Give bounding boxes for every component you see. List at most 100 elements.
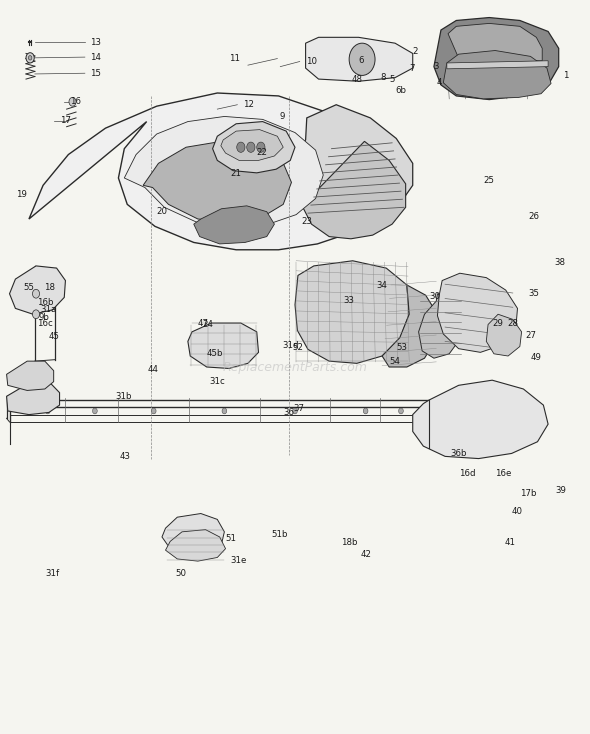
Text: 16e: 16e: [495, 469, 512, 478]
Text: 45b: 45b: [206, 349, 223, 358]
Text: 11: 11: [229, 54, 240, 63]
Text: 2: 2: [413, 48, 418, 57]
Text: 31e: 31e: [230, 556, 247, 565]
Text: 28: 28: [507, 319, 518, 327]
Circle shape: [363, 408, 368, 414]
Polygon shape: [295, 261, 409, 363]
Circle shape: [293, 408, 297, 414]
Polygon shape: [306, 37, 413, 81]
Circle shape: [257, 142, 265, 153]
Text: 20: 20: [157, 207, 168, 217]
Text: 31b: 31b: [116, 392, 132, 401]
Circle shape: [32, 310, 40, 319]
Text: 30: 30: [429, 292, 440, 301]
Text: ReplacementParts.com: ReplacementParts.com: [222, 360, 368, 374]
Circle shape: [237, 142, 245, 153]
Text: 15: 15: [90, 69, 101, 78]
Polygon shape: [9, 266, 65, 314]
Polygon shape: [29, 93, 382, 250]
Text: 6b: 6b: [395, 86, 406, 95]
Text: 25: 25: [483, 175, 494, 185]
Text: 18b: 18b: [341, 538, 358, 548]
Text: 42: 42: [360, 550, 371, 559]
Polygon shape: [212, 122, 295, 173]
Text: 16: 16: [70, 98, 81, 106]
Text: 40: 40: [512, 506, 523, 516]
Text: 26: 26: [529, 211, 540, 221]
Text: 17: 17: [60, 117, 71, 126]
Polygon shape: [413, 380, 548, 459]
Text: 6: 6: [359, 57, 364, 65]
Text: 3: 3: [433, 62, 439, 71]
Text: 14: 14: [90, 53, 101, 62]
Text: 31d: 31d: [282, 341, 299, 349]
Text: 7: 7: [410, 64, 415, 73]
Polygon shape: [434, 18, 559, 100]
Text: 47: 47: [198, 319, 209, 327]
Text: 16b: 16b: [37, 298, 54, 307]
Circle shape: [349, 43, 375, 76]
Text: 5: 5: [389, 75, 395, 84]
Circle shape: [28, 56, 32, 60]
Text: 27: 27: [525, 331, 536, 340]
Text: 18: 18: [44, 283, 55, 292]
Circle shape: [32, 289, 40, 298]
Polygon shape: [437, 273, 517, 352]
Text: 39: 39: [555, 486, 566, 495]
Polygon shape: [419, 294, 462, 358]
Text: 24: 24: [202, 320, 213, 329]
Circle shape: [399, 408, 404, 414]
Text: 16d: 16d: [458, 469, 475, 478]
Text: 35: 35: [529, 289, 540, 298]
Text: 43: 43: [120, 452, 130, 461]
Text: 4: 4: [436, 79, 442, 87]
Polygon shape: [486, 314, 522, 356]
Text: 16c: 16c: [37, 319, 53, 327]
Text: 23: 23: [301, 217, 312, 227]
Text: 9: 9: [279, 112, 284, 121]
Text: 51: 51: [225, 534, 236, 543]
Text: 41: 41: [504, 538, 516, 548]
Text: 21: 21: [230, 169, 241, 178]
Polygon shape: [448, 23, 542, 61]
Circle shape: [222, 408, 227, 414]
Text: 36b: 36b: [450, 449, 467, 458]
Text: 34: 34: [376, 281, 387, 290]
Polygon shape: [194, 206, 274, 244]
Text: 55: 55: [23, 283, 34, 291]
Text: 31a: 31a: [41, 305, 57, 313]
Polygon shape: [382, 285, 437, 367]
Polygon shape: [447, 61, 548, 69]
Text: 49: 49: [530, 353, 541, 362]
Text: 45: 45: [49, 332, 60, 341]
Polygon shape: [6, 361, 54, 390]
Polygon shape: [443, 51, 551, 99]
Text: 17b: 17b: [520, 489, 536, 498]
Polygon shape: [166, 530, 225, 561]
Circle shape: [93, 408, 97, 414]
Text: 31f: 31f: [45, 569, 60, 578]
Polygon shape: [302, 142, 406, 239]
Circle shape: [26, 53, 34, 63]
Circle shape: [152, 408, 156, 414]
Text: 10: 10: [306, 57, 317, 66]
Text: 13: 13: [90, 38, 101, 47]
Text: 51b: 51b: [271, 529, 288, 539]
Text: 33: 33: [343, 296, 354, 305]
Polygon shape: [143, 142, 291, 222]
Text: 54: 54: [389, 357, 400, 366]
Text: 52: 52: [293, 343, 304, 352]
Polygon shape: [188, 323, 258, 368]
Text: 22: 22: [257, 148, 268, 157]
Polygon shape: [6, 382, 60, 415]
Text: 8: 8: [381, 73, 386, 82]
Text: 48: 48: [352, 75, 362, 84]
Polygon shape: [124, 117, 323, 228]
Text: 29: 29: [492, 319, 503, 327]
Text: 50: 50: [175, 569, 186, 578]
Text: 36: 36: [283, 408, 294, 417]
Circle shape: [45, 408, 50, 414]
Text: 12: 12: [243, 101, 254, 109]
Text: 44: 44: [148, 366, 159, 374]
Polygon shape: [162, 514, 224, 554]
